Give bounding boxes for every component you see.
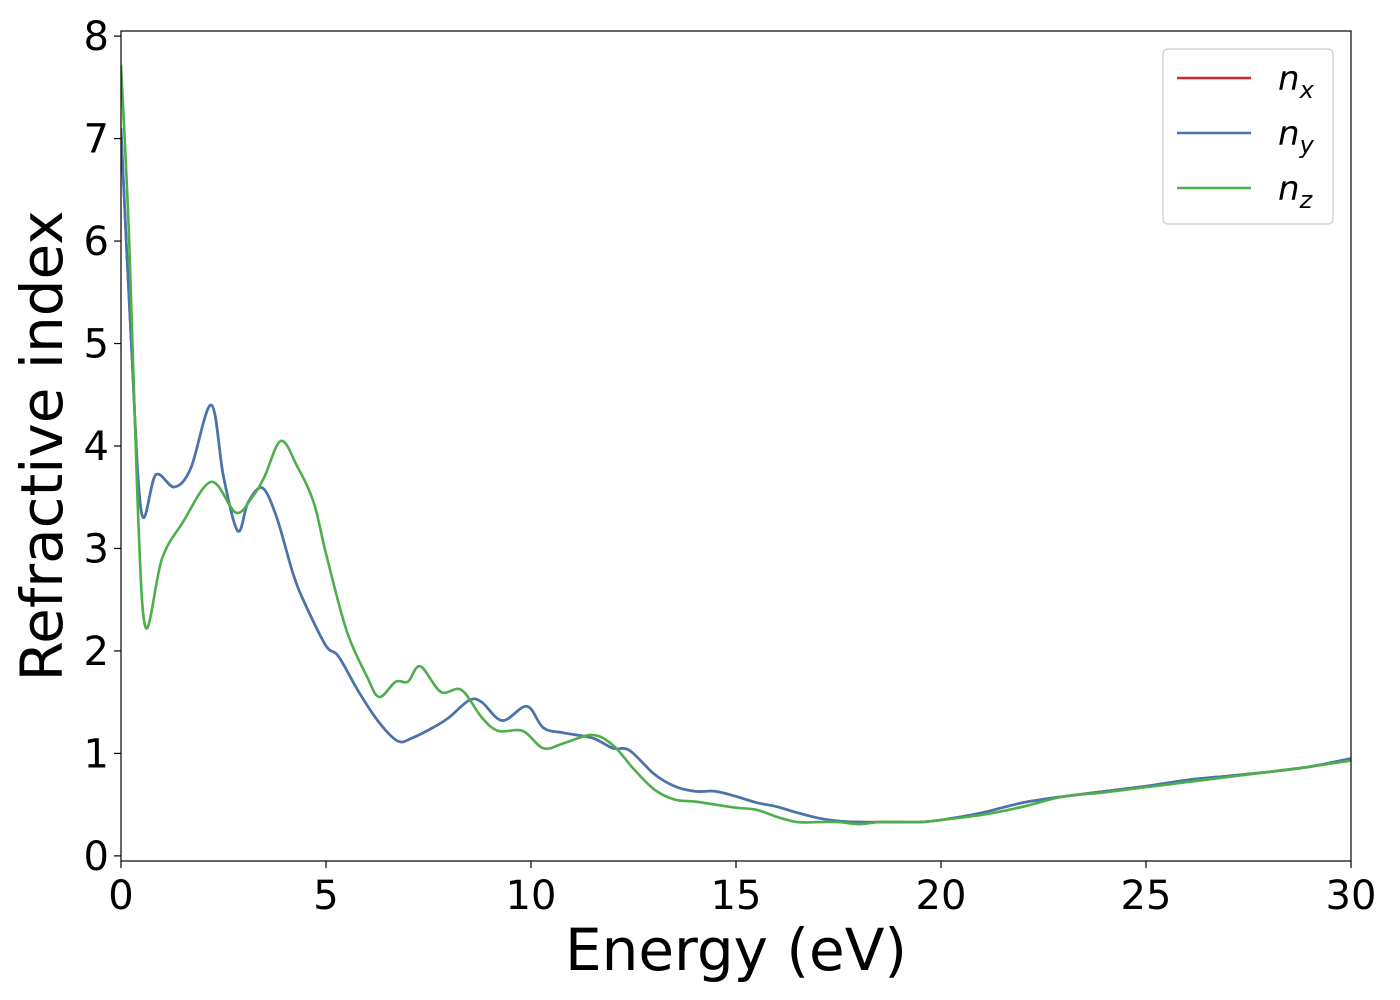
legend-label-ny: ny [1278,114,1315,159]
x-tick-label: 10 [506,873,557,919]
y-tick-label: 0 [84,834,109,880]
y-tick-label: 6 [84,219,109,265]
y-tick-label: 5 [84,322,109,368]
y-tick-label: 1 [84,731,109,777]
series-layer [121,64,1351,826]
legend-label-nx: nx [1278,59,1315,104]
legend-box [1162,48,1334,225]
y-tick-label: 2 [84,629,109,675]
x-axis-title: Energy (eV) [565,916,907,984]
series-line-nz [121,64,1351,826]
x-tick-label: 25 [1121,873,1172,919]
x-tick-label: 5 [313,873,338,919]
x-tick-label: 20 [916,873,967,919]
legend-label-nz: nz [1278,169,1314,214]
y-axis-title: Refractive index [8,210,76,681]
legend: nx ny nz [1162,48,1334,225]
y-tick-label: 8 [84,14,109,60]
y-tick-label: 7 [84,117,109,163]
ticks-layer: 0 5 10 15 20 25 30 0 1 2 3 4 5 6 7 8 [84,14,1377,919]
x-tick-label: 15 [711,873,762,919]
x-tick-label: 0 [108,873,133,919]
y-tick-label: 3 [84,526,109,572]
y-tick-label: 4 [84,424,109,470]
x-tick-label: 30 [1326,873,1377,919]
